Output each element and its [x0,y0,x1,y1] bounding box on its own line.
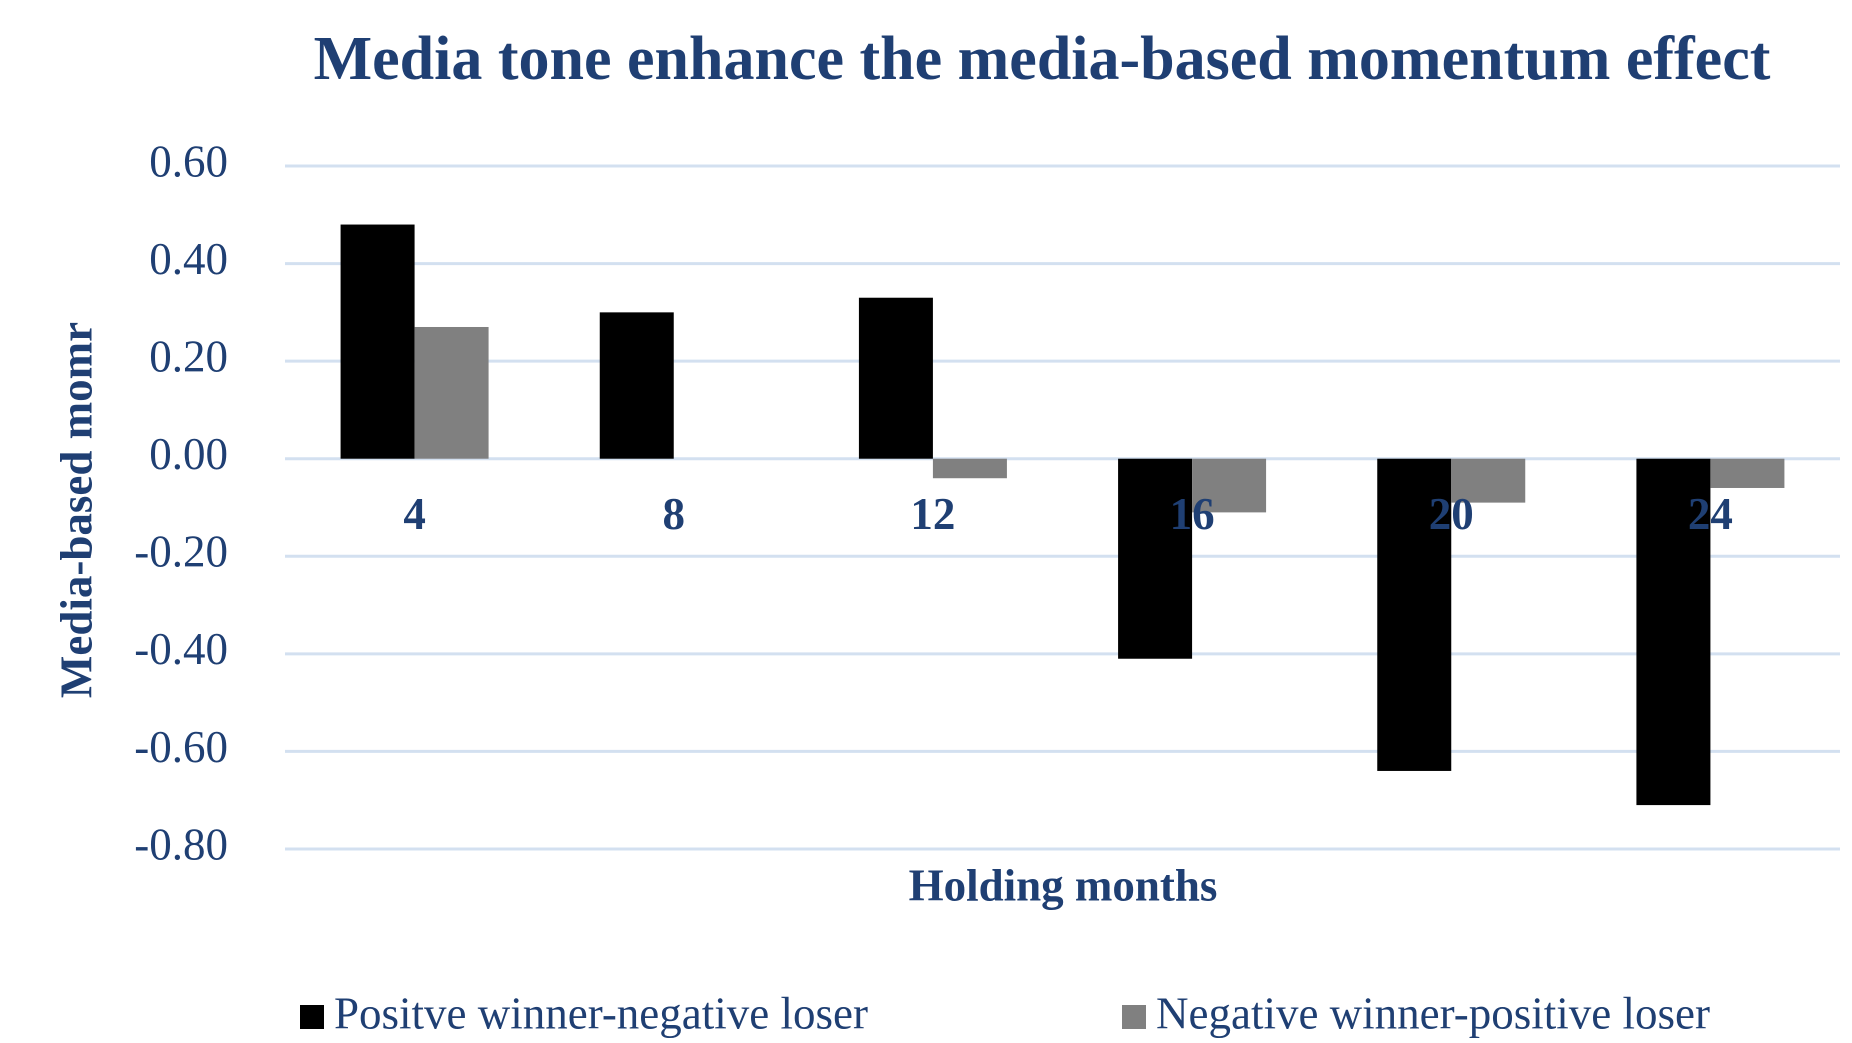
legend-label: Positve winner-negative loser [334,988,868,1038]
bar [1710,458,1785,488]
bar [340,224,415,459]
x-tick-label: 8 [663,489,686,539]
y-tick-label: -0.80 [134,819,228,869]
y-tick-label: 0.00 [149,429,228,479]
y-tick-label: 0.40 [149,234,228,284]
y-axis-title: Media-based momr [51,322,101,698]
chart-title: Media tone enhance the media-based momen… [314,25,1771,93]
bar [1451,458,1526,503]
bar [1377,458,1452,771]
y-tick-label: -0.60 [134,722,228,772]
y-tick-label: 0.20 [149,331,228,381]
x-axis-title: Holding months [909,860,1218,910]
y-tick-label: -0.40 [134,624,228,674]
legend-swatch [300,1005,324,1029]
bar [932,458,1007,479]
x-tick-label: 24 [1688,489,1733,539]
bar [1118,458,1193,659]
x-tick-label: 20 [1429,489,1474,539]
x-tick-label: 4 [403,489,426,539]
y-tick-label: -0.20 [134,527,228,577]
legend-swatch [1122,1005,1146,1029]
x-tick-label: 16 [1170,489,1215,539]
bar [858,297,933,459]
bar [599,312,674,459]
bar [1636,458,1711,806]
x-tick-label: 12 [910,489,955,539]
bar [414,326,489,459]
y-tick-label: 0.60 [149,136,228,186]
bar [1192,458,1267,513]
legend-label: Negative winner-positive loser [1156,988,1710,1038]
